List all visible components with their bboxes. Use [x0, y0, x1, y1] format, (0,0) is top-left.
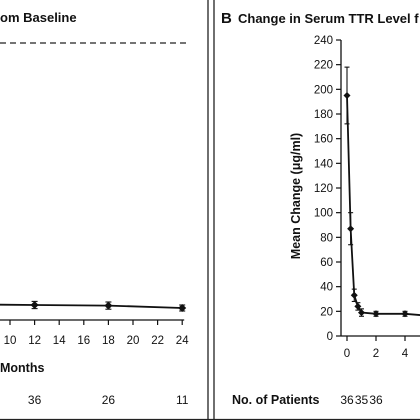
data-point — [350, 291, 358, 299]
panel-b-title: Change in Serum TTR Level f — [238, 11, 419, 26]
x-tick-label-2: 2 — [373, 348, 379, 360]
data-point — [358, 309, 365, 317]
y-tick-label-200: 200 — [314, 84, 333, 96]
x-tick-label-16: 16 — [77, 335, 90, 347]
patients-row-label: No. of Patients — [232, 393, 320, 407]
series-line — [0, 303, 183, 309]
panel-a-patient-counts: 36 26 11 — [28, 393, 189, 407]
x-tick-label-10: 10 — [4, 335, 17, 347]
x-tick-label-0: 0 — [344, 348, 350, 360]
panel-a-title: om Baseline — [0, 10, 77, 25]
data-point — [30, 301, 39, 309]
y-tick-label-80: 80 — [320, 232, 333, 244]
data-point — [178, 304, 187, 312]
data-point — [354, 302, 362, 310]
x-tick-label-24: 24 — [176, 335, 189, 347]
y-tick-label-160: 160 — [314, 134, 333, 146]
x-tick-label-4: 4 — [402, 348, 409, 360]
panel-b-patient-counts: 36 35 36 — [340, 393, 383, 407]
y-tick-label-40: 40 — [320, 282, 333, 294]
y-tick-label-100: 100 — [314, 208, 333, 220]
y-tick-label-0: 0 — [327, 331, 333, 343]
data-point — [104, 301, 113, 310]
patient-count: 11 — [176, 393, 189, 407]
panel-a-x-axis-title: Months — [0, 361, 44, 375]
x-tick-label-12: 12 — [28, 335, 41, 347]
x-tick-label-14: 14 — [53, 335, 66, 347]
patient-count: 35 — [355, 393, 369, 407]
y-tick-label-60: 60 — [320, 257, 333, 269]
data-point — [372, 310, 380, 318]
patient-count: 36 — [28, 393, 42, 407]
y-tick-label-120: 120 — [314, 183, 333, 195]
panel-a-plot: 10 12 14 16 18 20 22 24 — [0, 42, 189, 347]
y-tick-label-220: 220 — [314, 60, 333, 72]
y-tick-label-140: 140 — [314, 158, 333, 170]
y-tick-label-180: 180 — [314, 109, 333, 121]
panel-b-letter: B — [221, 10, 232, 27]
patient-count: 36 — [340, 393, 354, 407]
data-point — [343, 92, 351, 99]
y-tick-label-20: 20 — [320, 306, 333, 318]
patient-count: 36 — [369, 393, 383, 407]
panel-b-y-axis-title: Mean Change (μg/ml) — [289, 133, 303, 259]
x-tick-label-22: 22 — [151, 335, 164, 347]
patient-count: 26 — [102, 393, 116, 407]
x-tick-label-18: 18 — [102, 335, 115, 347]
data-point — [401, 310, 409, 318]
y-tick-label-240: 240 — [314, 35, 333, 47]
data-point — [347, 225, 355, 233]
series-line — [346, 95, 420, 316]
x-tick-label-20: 20 — [127, 335, 140, 347]
panel-b-plot: 0 20 40 60 80 100 120 140 160 180 200 220 240 0 2 4 — [314, 35, 420, 360]
